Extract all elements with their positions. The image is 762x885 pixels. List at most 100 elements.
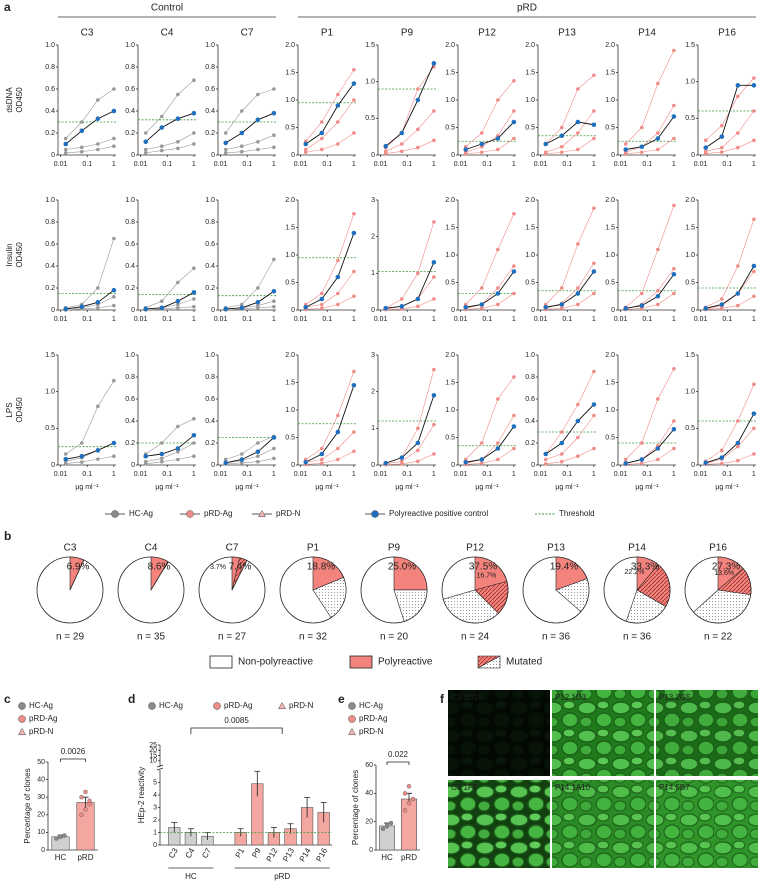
series-line <box>465 426 515 463</box>
x-axis-label: µg ml⁻¹ <box>715 484 739 491</box>
y-axis-label: Percentage of clones <box>351 770 360 845</box>
data-point <box>736 94 740 99</box>
x-tick-label: 1 <box>512 161 516 168</box>
series-line <box>65 110 115 145</box>
data-point <box>751 263 757 269</box>
panel-label: f <box>440 692 445 706</box>
x-tick-label: P16 <box>314 846 329 863</box>
pie-mutated-percent: 22.2% <box>625 569 645 576</box>
data-point <box>479 306 484 311</box>
series-line <box>65 442 115 460</box>
data-point <box>96 142 100 146</box>
y-tick-label: 1.5 <box>285 69 295 76</box>
y-tick-label: 0.2 <box>205 440 215 447</box>
series-line <box>305 213 355 305</box>
data-point <box>543 462 548 466</box>
data-point <box>752 426 756 431</box>
y-tick-label: 10 <box>37 829 45 836</box>
y-tick-label: 0 <box>691 462 695 469</box>
x-tick-label: 0.01 <box>694 316 708 323</box>
data-point <box>416 87 420 91</box>
data-point <box>143 151 148 155</box>
y-tick-label: 1.0 <box>685 79 695 86</box>
data-point <box>159 114 164 119</box>
x-tick-label: 0.01 <box>134 316 148 323</box>
y-tick-label: 1.0 <box>605 252 615 259</box>
data-point <box>192 304 196 309</box>
y-tick-label: 0 <box>291 307 295 314</box>
y-tick-label: 2.0 <box>525 42 535 49</box>
data-point <box>351 382 357 388</box>
x-axis-label: µg ml⁻¹ <box>555 484 579 491</box>
series-line <box>65 88 115 139</box>
x-tick-label: 0.1 <box>562 161 572 168</box>
x-tick-label: 1 <box>112 161 116 168</box>
y-tick-label: 0.8 <box>525 374 535 381</box>
data-point <box>432 275 436 279</box>
series-line <box>145 442 195 462</box>
series-line <box>625 50 675 145</box>
data-point <box>191 110 197 116</box>
y-tick-label: 0.8 <box>45 219 55 226</box>
y-tick-label: 30 <box>37 794 45 801</box>
data-point <box>303 150 308 155</box>
y-tick-label: 0.5 <box>445 279 455 286</box>
series-line <box>65 442 115 462</box>
y-tick-label: 0 <box>41 847 45 854</box>
image-label: P13.2G5 <box>659 693 691 702</box>
legend-label: pRD-N <box>276 509 301 518</box>
x-tick-label: 0.1 <box>482 161 492 168</box>
data-point <box>159 451 165 457</box>
series-line <box>385 221 435 309</box>
series-line <box>545 293 595 310</box>
pie-slice <box>442 589 499 624</box>
y-tick-label: 1.0 <box>525 252 535 259</box>
y-tick-label: 0 <box>531 307 535 314</box>
x-tick-label: 1 <box>112 471 116 478</box>
data-point <box>79 795 84 800</box>
y-tick-label: 1.0 <box>525 97 535 104</box>
data-point <box>735 440 741 446</box>
data-point <box>479 286 484 290</box>
data-point <box>96 306 100 310</box>
x-tick-label: 0.1 <box>402 161 412 168</box>
y-tick-label: 1.5 <box>285 379 295 386</box>
y-tick-label: 0.8 <box>125 219 135 226</box>
data-point <box>112 236 116 241</box>
y-tick-label: 0.6 <box>205 241 215 248</box>
data-point <box>575 119 581 125</box>
y-tick-label: 50 <box>37 759 45 766</box>
data-point <box>479 457 485 462</box>
image-label: C3.1D10 <box>451 693 483 702</box>
series-line <box>545 75 595 145</box>
series-line <box>225 88 274 134</box>
y-tick-label: 0 <box>371 462 375 469</box>
data-point <box>272 456 276 461</box>
marker <box>148 702 156 710</box>
legend-label: Polyreactive positive control <box>389 509 488 518</box>
y-tick-label: 0 <box>131 462 135 469</box>
y-tick-label: 0.6 <box>45 86 55 93</box>
series-line <box>545 263 595 309</box>
data-point <box>303 147 308 152</box>
x-axis-label: µg ml⁻¹ <box>635 484 659 491</box>
image-label: P12.1D3 <box>555 693 587 702</box>
x-tick-label: 1 <box>752 161 756 168</box>
data-point <box>63 306 69 312</box>
data-point <box>271 289 277 294</box>
x-tick-label: 1 <box>352 161 356 168</box>
y-axis-label: Percentage of clones <box>23 768 32 843</box>
x-tick-label: 0.01 <box>374 471 388 478</box>
legend-label: HC-Ag <box>159 701 183 710</box>
data-point <box>112 454 116 459</box>
y-tick-label: 0 <box>451 307 455 314</box>
data-point <box>79 149 84 154</box>
data-point <box>592 446 596 451</box>
data-point <box>672 419 676 423</box>
y-tick-label: 0.8 <box>205 374 215 381</box>
x-tick-label: 0.01 <box>134 161 148 168</box>
series-line <box>305 385 355 463</box>
series-line <box>625 105 675 153</box>
pie-title: P13 <box>547 543 565 554</box>
